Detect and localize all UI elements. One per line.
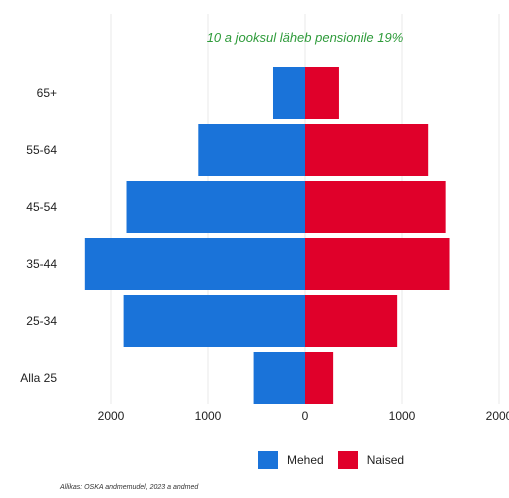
bar-mehed-3 — [84, 238, 305, 290]
legend-label-mehed: Mehed — [287, 453, 324, 467]
x-tick-label: 1000 — [195, 409, 222, 423]
category-label: 35-44 — [26, 257, 57, 271]
bar-mehed-1 — [198, 124, 305, 176]
category-labels: 65+ 55-64 45-54 35-44 25-34 Alla 25 — [20, 86, 57, 385]
bar-mehed-5 — [253, 352, 305, 404]
x-tick-labels: 2000 1000 0 1000 2000 — [98, 409, 509, 423]
category-label: 55-64 — [26, 143, 57, 157]
chart-annotation: 10 a jooksul läheb pensionile 19% — [207, 30, 404, 45]
x-tick-label: 2000 — [486, 409, 509, 423]
legend-swatch-naised — [337, 451, 358, 469]
bar-naised-2 — [305, 181, 446, 233]
bar-naised-1 — [305, 124, 429, 176]
x-tick-label: 1000 — [389, 409, 416, 423]
x-tick-label: 0 — [302, 409, 309, 423]
bar-mehed-2 — [126, 181, 306, 233]
category-label: 65+ — [37, 86, 57, 100]
legend-item-mehed: Mehed — [258, 451, 324, 469]
legend: Mehed Naised — [258, 451, 418, 469]
legend-item-naised: Naised — [337, 451, 405, 469]
x-tick-label: 2000 — [98, 409, 125, 423]
source-note: Allikas: OSKA andmemudel, 2023 a andmed — [60, 484, 199, 491]
bar-mehed-4 — [123, 295, 305, 347]
bar-naised-3 — [305, 238, 450, 290]
bars — [84, 67, 450, 404]
category-label: 45-54 — [26, 200, 57, 214]
bar-naised-5 — [305, 352, 334, 404]
bar-naised-4 — [305, 295, 398, 347]
bar-naised-0 — [305, 67, 339, 119]
category-label: Alla 25 — [20, 371, 57, 385]
bar-mehed-0 — [272, 67, 305, 119]
legend-swatch-mehed — [258, 451, 278, 469]
category-label: 25-34 — [26, 314, 57, 328]
legend-label-naised: Naised — [366, 453, 405, 467]
